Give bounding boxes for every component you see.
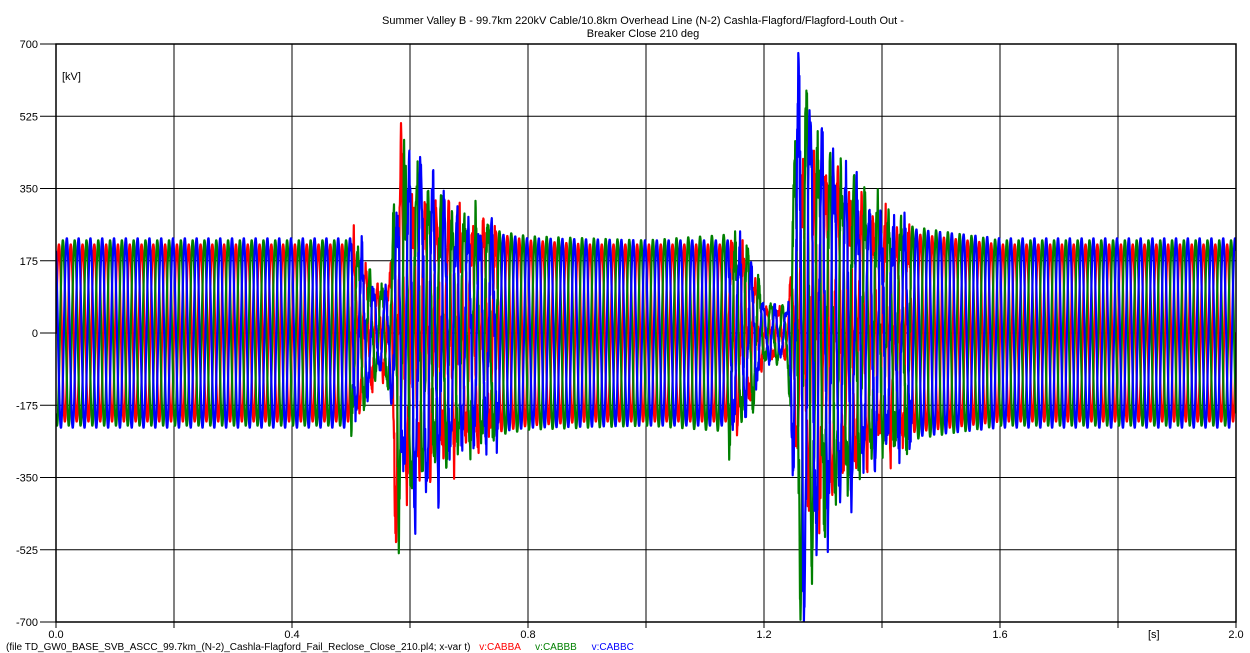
series-line-v-cabba <box>56 122 1236 544</box>
x-tick-labels: 0.0 0.4 0.8 1.2 1.6 2.0 <box>48 622 1244 641</box>
y-tick-label: -175 <box>16 400 38 412</box>
y-tick-label: 0 <box>32 328 38 340</box>
y-tick-labels: 700 525 350 175 0 -175 -350 -525 -700 <box>16 39 56 629</box>
legend-item-cabbc: v:CABBC <box>592 642 634 653</box>
legend-item-cabbb: v:CABBB <box>535 642 577 653</box>
x-tick-label: 1.2 <box>756 629 771 641</box>
x-tick-label: 1.6 <box>992 629 1007 641</box>
footer-file: (file TD_GW0_BASE_SVB_ASCC_99.7km_(N-2)_… <box>6 642 470 653</box>
y-tick-label: 525 <box>20 111 38 123</box>
x-tick-label: 0.0 <box>48 629 63 641</box>
y-tick-label: -525 <box>16 545 38 557</box>
chart-subtitle: Breaker Close 210 deg <box>587 28 700 40</box>
y-tick-label: 175 <box>20 256 38 268</box>
y-axis-label: [kV] <box>62 71 81 83</box>
x-tick-label: 2.0 <box>1228 629 1243 641</box>
y-tick-label: 700 <box>20 39 38 51</box>
x-tick-label: 0.8 <box>520 629 535 641</box>
y-tick-label: -700 <box>16 617 38 629</box>
chart-title: Summer Valley B - 99.7km 220kV Cable/10.… <box>382 15 904 27</box>
series-line-v-cabbc <box>56 51 1236 622</box>
footer: (file TD_GW0_BASE_SVB_ASCC_99.7km_(N-2)_… <box>6 642 634 653</box>
y-tick-label: -350 <box>16 473 38 485</box>
series-line-v-cabbb <box>56 89 1236 621</box>
x-tick-label: 0.4 <box>284 629 299 641</box>
plot-area <box>56 51 1236 622</box>
x-axis-label: [s] <box>1148 629 1160 641</box>
legend-item-cabba: v:CABBA <box>479 642 521 653</box>
y-tick-label: 350 <box>20 184 38 196</box>
